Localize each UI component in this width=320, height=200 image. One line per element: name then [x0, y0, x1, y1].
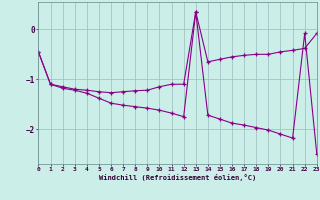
X-axis label: Windchill (Refroidissement éolien,°C): Windchill (Refroidissement éolien,°C) — [99, 174, 256, 181]
